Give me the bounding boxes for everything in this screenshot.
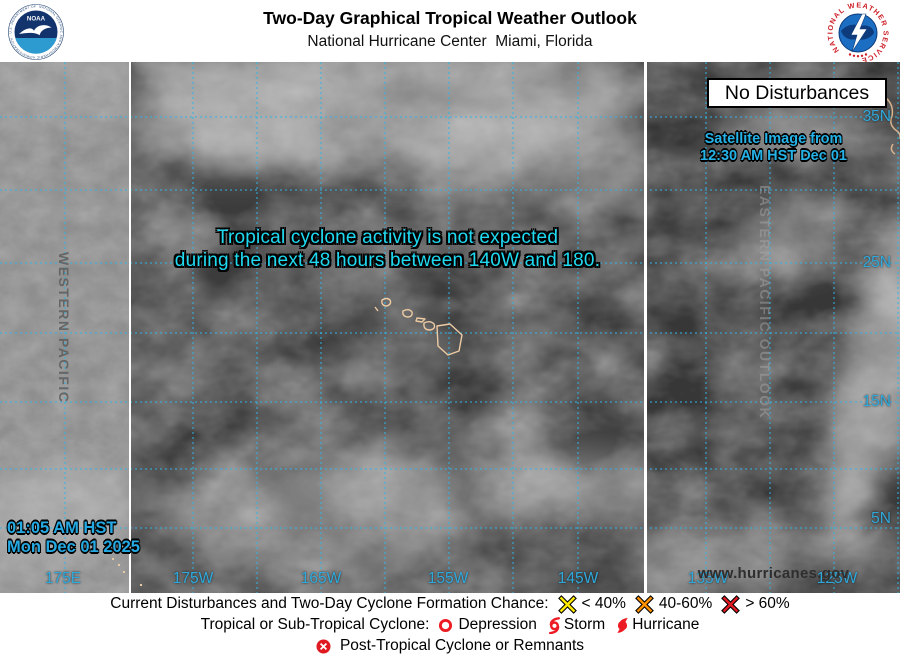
panel-eastern-pacific bbox=[647, 62, 900, 593]
formation-chance-label: Current Disturbances and Two-Day Cyclone… bbox=[110, 595, 549, 612]
legend-line-cyclone-types: Tropical or Sub-Tropical Cyclone: Depres… bbox=[0, 615, 900, 635]
header: NATIONAL OCEANIC AND ATMOSPHERIC ADMINIS… bbox=[0, 0, 900, 65]
western-pacific-watermark: WESTERN PACIFIC bbox=[56, 252, 72, 404]
legend: Current Disturbances and Two-Day Cyclone… bbox=[0, 593, 900, 665]
panel-western-pacific bbox=[0, 62, 129, 593]
timestamp-line2: Mon Dec 01 2025 bbox=[7, 538, 140, 556]
panel-divider-right bbox=[644, 62, 647, 593]
longitude-label-145W: 145W bbox=[557, 570, 599, 587]
storm-label: Storm bbox=[563, 616, 606, 633]
timestamp-line1: 01:05 AM HST bbox=[7, 519, 117, 537]
panel-central-pacific bbox=[131, 62, 644, 593]
longitude-label-125W: 125W bbox=[816, 570, 858, 587]
latitude-label-5N: 5N bbox=[871, 510, 891, 527]
page-subtitle: National Hurricane Center Miami, Florida bbox=[307, 33, 593, 50]
page-title: Two-Day Graphical Tropical Weather Outlo… bbox=[263, 8, 637, 28]
latitude-label-35N: 35N bbox=[862, 108, 891, 125]
panel-divider-left bbox=[129, 62, 131, 593]
longitude-label-175E: 175E bbox=[44, 570, 82, 587]
depression-icon bbox=[438, 618, 453, 633]
cyclone-type-label: Tropical or Sub-Tropical Cyclone: bbox=[200, 616, 430, 633]
satellite-image-note: Satellite Image from 12:30 AM HST Dec 01 bbox=[647, 131, 900, 164]
noaa-logo-icon: NATIONAL OCEANIC AND ATMOSPHERIC ADMINIS… bbox=[6, 0, 65, 66]
storm-icon bbox=[546, 616, 563, 634]
longitude-label-155W: 155W bbox=[427, 570, 469, 587]
longitude-label-175W: 175W bbox=[172, 570, 214, 587]
eastern-pacific-watermark: EASTERN PACIFIC OUTLOOK bbox=[757, 185, 773, 420]
hurricane-label: Hurricane bbox=[632, 616, 700, 633]
depression-label: Depression bbox=[458, 616, 537, 633]
noaa-logo-text: NOAA bbox=[27, 16, 46, 23]
longitude-label-135W: 135W bbox=[687, 570, 729, 587]
website-watermark: www.hurricanes.gov bbox=[697, 565, 850, 582]
outlook-message-line1: Tropical cyclone activity is not expecte… bbox=[216, 227, 559, 248]
post-tropical-label: Post-Tropical Cyclone or Remnants bbox=[339, 637, 585, 654]
hurricane-icon bbox=[614, 617, 631, 634]
latitude-label-15N: 15N bbox=[862, 393, 891, 410]
low-chance-label: < 40% bbox=[581, 595, 626, 612]
medium-chance-label: 40-60% bbox=[658, 595, 713, 612]
latitude-label-25N: 25N bbox=[862, 254, 891, 271]
no-disturbances-box: No Disturbances bbox=[707, 78, 887, 108]
longitude-label-165W: 165W bbox=[300, 570, 342, 587]
satellite-note-line1: Satellite Image from bbox=[704, 131, 843, 147]
high-chance-label: > 60% bbox=[745, 595, 790, 612]
legend-line-formation-chance: Current Disturbances and Two-Day Cyclone… bbox=[0, 594, 900, 614]
outlook-message-line2: during the next 48 hours between 140W an… bbox=[174, 250, 601, 271]
legend-line-post-tropical: Post-Tropical Cyclone or Remnants bbox=[0, 636, 900, 656]
high-chance-x-icon bbox=[721, 594, 741, 614]
latlon-grid bbox=[0, 62, 900, 593]
hawaiian-islands-outline bbox=[374, 297, 463, 356]
medium-chance-x-icon bbox=[635, 594, 654, 614]
nws-logo-icon: NATIONAL WEATHER SERVICE bbox=[825, 0, 890, 70]
small-islands bbox=[112, 558, 142, 586]
satellite-note-line2: 12:30 AM HST Dec 01 bbox=[700, 147, 847, 164]
post-tropical-icon bbox=[316, 639, 331, 654]
geography-outlines bbox=[112, 97, 900, 586]
satellite-map: 175E 175W 165W 155W 145W 135W 125W 35N 25N 15N 5N… bbox=[0, 62, 900, 593]
issuance-timestamp: 01:05 AM HST Mon Dec 01 2025 bbox=[7, 519, 140, 557]
outlook-message: Tropical cyclone activity is not expecte… bbox=[131, 226, 644, 272]
low-chance-x-icon bbox=[557, 594, 577, 614]
